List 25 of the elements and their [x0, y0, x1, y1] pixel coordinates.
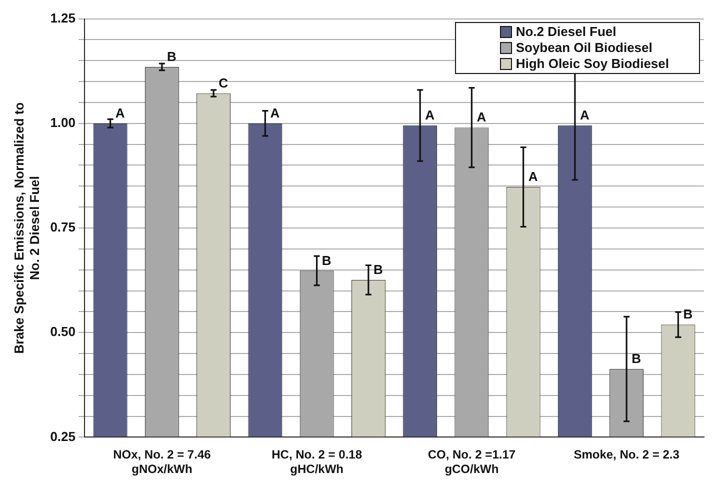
data-label: A [528, 169, 538, 184]
data-label: A [425, 108, 436, 123]
data-label: B [373, 262, 383, 277]
data-label: B [632, 351, 641, 366]
data-label: B [166, 48, 176, 64]
y-tick-label: 0.50 [50, 324, 76, 340]
data-label: C [218, 75, 229, 90]
y-tick-label: 0.75 [50, 220, 76, 235]
data-label: A [476, 110, 487, 125]
x-tick-label: HC, No. 2 = 0.18 gHC/kWh [272, 448, 362, 476]
legend-label: No.2 Diesel Fuel [516, 24, 616, 40]
y-axis-title: Brake Specific Emissions, Normalized to No. 2 Diesel Fuel [11, 102, 42, 354]
data-label: B [322, 252, 332, 268]
x-tick-label: CO, No. 2 =1.17 gCO/kWh [428, 448, 516, 476]
legend-label: High Oleic Soy Biodiesel [516, 56, 669, 72]
x-tick-label: NOx, No. 2 = 7.46 gNOx/kWh [113, 448, 212, 476]
data-label: B [683, 306, 693, 322]
legend-label: Soybean Oil Biodiesel [516, 40, 652, 56]
data-label: A [580, 108, 590, 123]
y-tick-label: 0.25 [50, 428, 76, 444]
x-tick-label: Smoke, No. 2 = 2.3 [574, 448, 680, 462]
y-tick-label: 1.25 [50, 10, 76, 26]
data-label: A [270, 105, 280, 120]
y-tick-label: 1.00 [50, 114, 76, 130]
data-label: A [115, 105, 126, 120]
